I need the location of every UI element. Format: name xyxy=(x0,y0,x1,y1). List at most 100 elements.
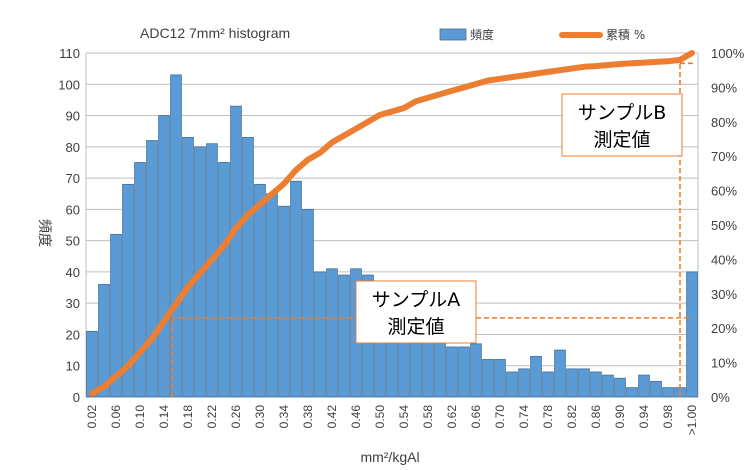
histogram-bar xyxy=(326,268,338,398)
x-tick-label: 0.34 xyxy=(277,405,291,429)
y-tick-label: 70 xyxy=(66,171,80,186)
legend: 頻度 累積 % xyxy=(439,27,645,42)
histogram-bar xyxy=(110,233,122,398)
x-tick-label: 0.74 xyxy=(517,405,531,429)
sample-a-label-line1: サンプルA xyxy=(372,289,460,311)
y-tick-label: 20 xyxy=(66,327,80,342)
histogram-bar xyxy=(314,271,326,398)
chart-title: ADC12 7mm² histogram xyxy=(140,25,290,41)
y-tick-label: 30 xyxy=(66,296,80,311)
y-tick-label: 100 xyxy=(58,77,80,92)
histogram-bar xyxy=(638,374,650,398)
sample-a-callout: サンプルA 測定値 xyxy=(355,280,477,344)
x-tick-label: 0.54 xyxy=(397,405,411,429)
histogram-bar xyxy=(422,334,434,398)
histogram-bar xyxy=(566,368,578,398)
x-tick-label: 0.46 xyxy=(349,405,363,429)
sample-b-label-line1: サンプルB xyxy=(578,102,666,124)
y2-tick-label: 60% xyxy=(711,184,737,199)
y-tick-label: 0 xyxy=(73,390,80,405)
x-tick-label: 0.50 xyxy=(373,405,387,429)
histogram-bar xyxy=(218,162,230,398)
x-tick-label: 0.94 xyxy=(637,405,651,429)
x-tick-label: 0.02 xyxy=(85,405,99,429)
histogram-bar xyxy=(602,374,614,398)
histogram-bar xyxy=(446,346,458,398)
legend-bar-swatch xyxy=(439,28,467,41)
histogram-bar xyxy=(578,368,590,398)
right-axis-ticks: 0% 10% 20% 30% 40% 50% 60% 70% 80% 90% 100% xyxy=(711,46,745,405)
x-axis-ticks: 0.02 0.06 0.10 0.14 0.18 0.22 0.26 0.30 0.34 0.38… xyxy=(85,405,699,436)
x-tick-label: 0.58 xyxy=(421,405,435,429)
histogram-bar xyxy=(530,355,542,398)
y2-tick-label: 10% xyxy=(711,356,737,371)
histogram-bar xyxy=(434,340,446,398)
sample-a-label-line2: 測定値 xyxy=(387,316,444,338)
histogram-bar xyxy=(518,368,530,398)
histogram-bar xyxy=(206,143,218,398)
histogram-bar xyxy=(458,346,470,398)
x-tick-label: 0.10 xyxy=(133,405,147,429)
histogram-bar xyxy=(134,162,146,398)
histogram-bar xyxy=(542,371,554,398)
y2-tick-label: 30% xyxy=(711,287,737,302)
histogram-bar xyxy=(494,359,506,398)
histogram-bar xyxy=(686,271,698,398)
x-tick-label: 0.78 xyxy=(541,405,555,429)
left-axis-ticks: 0 10 20 30 40 50 60 70 80 90 100 110 xyxy=(58,46,80,405)
x-tick-label: 0.66 xyxy=(469,405,483,429)
histogram-bar xyxy=(554,349,566,398)
histogram-bar xyxy=(266,193,278,398)
y2-tick-label: 90% xyxy=(711,80,737,95)
legend-line-label: 累積 % xyxy=(606,27,645,42)
histogram-bar xyxy=(122,183,134,398)
histogram-bar xyxy=(146,140,158,398)
histogram-bar xyxy=(302,208,314,398)
x-tick-label: 0.62 xyxy=(445,405,459,429)
y2-tick-label: 50% xyxy=(711,218,737,233)
sample-b-label-line2: 測定値 xyxy=(593,129,650,151)
x-tick-label: 0.42 xyxy=(325,405,339,429)
y-tick-label: 40 xyxy=(66,265,80,280)
legend-bar-label: 頻度 xyxy=(470,27,494,42)
histogram-bar xyxy=(338,274,350,398)
x-tick-label: >1.00 xyxy=(685,405,699,436)
histogram-bar xyxy=(170,74,182,398)
x-tick-label: 0.38 xyxy=(301,405,315,429)
y2-tick-label: 0% xyxy=(711,390,730,405)
histogram-bar xyxy=(626,387,638,398)
cumulative-percent-line xyxy=(89,50,695,397)
y-axis-label: 頻度 xyxy=(37,219,53,247)
histogram-bar xyxy=(386,334,398,398)
annotation-boxes: サンプルA 測定値 サンプルB 測定値 xyxy=(355,93,683,344)
histogram-bar xyxy=(374,334,386,398)
histogram-bar xyxy=(506,371,518,398)
histogram-bar xyxy=(182,137,194,398)
sample-b-callout: サンプルB 測定値 xyxy=(561,93,683,157)
x-tick-label: 0.22 xyxy=(205,405,219,429)
y2-tick-label: 80% xyxy=(711,115,737,130)
x-tick-label: 0.70 xyxy=(493,405,507,429)
histogram-bar xyxy=(230,105,242,398)
histogram-bar xyxy=(662,387,674,398)
histogram-bar xyxy=(98,284,110,398)
histogram-bar xyxy=(410,334,422,398)
x-tick-label: 0.06 xyxy=(109,405,123,429)
histogram-bar xyxy=(242,137,254,398)
y-tick-label: 110 xyxy=(59,46,80,61)
histogram-bar xyxy=(398,334,410,398)
histogram-bar xyxy=(290,180,302,398)
sample-b-box xyxy=(561,93,683,157)
histogram-bar xyxy=(482,359,494,398)
y-tick-label: 60 xyxy=(66,202,80,217)
y-tick-label: 50 xyxy=(66,234,80,249)
y-tick-label: 10 xyxy=(66,359,80,374)
histogram-bar xyxy=(650,380,662,398)
y-tick-label: 80 xyxy=(66,140,80,155)
x-tick-label: 0.98 xyxy=(661,405,675,429)
x-tick-label: 0.18 xyxy=(181,405,195,429)
x-axis-label: mm²/kgAl xyxy=(360,449,419,465)
y2-tick-label: 100% xyxy=(711,46,745,61)
